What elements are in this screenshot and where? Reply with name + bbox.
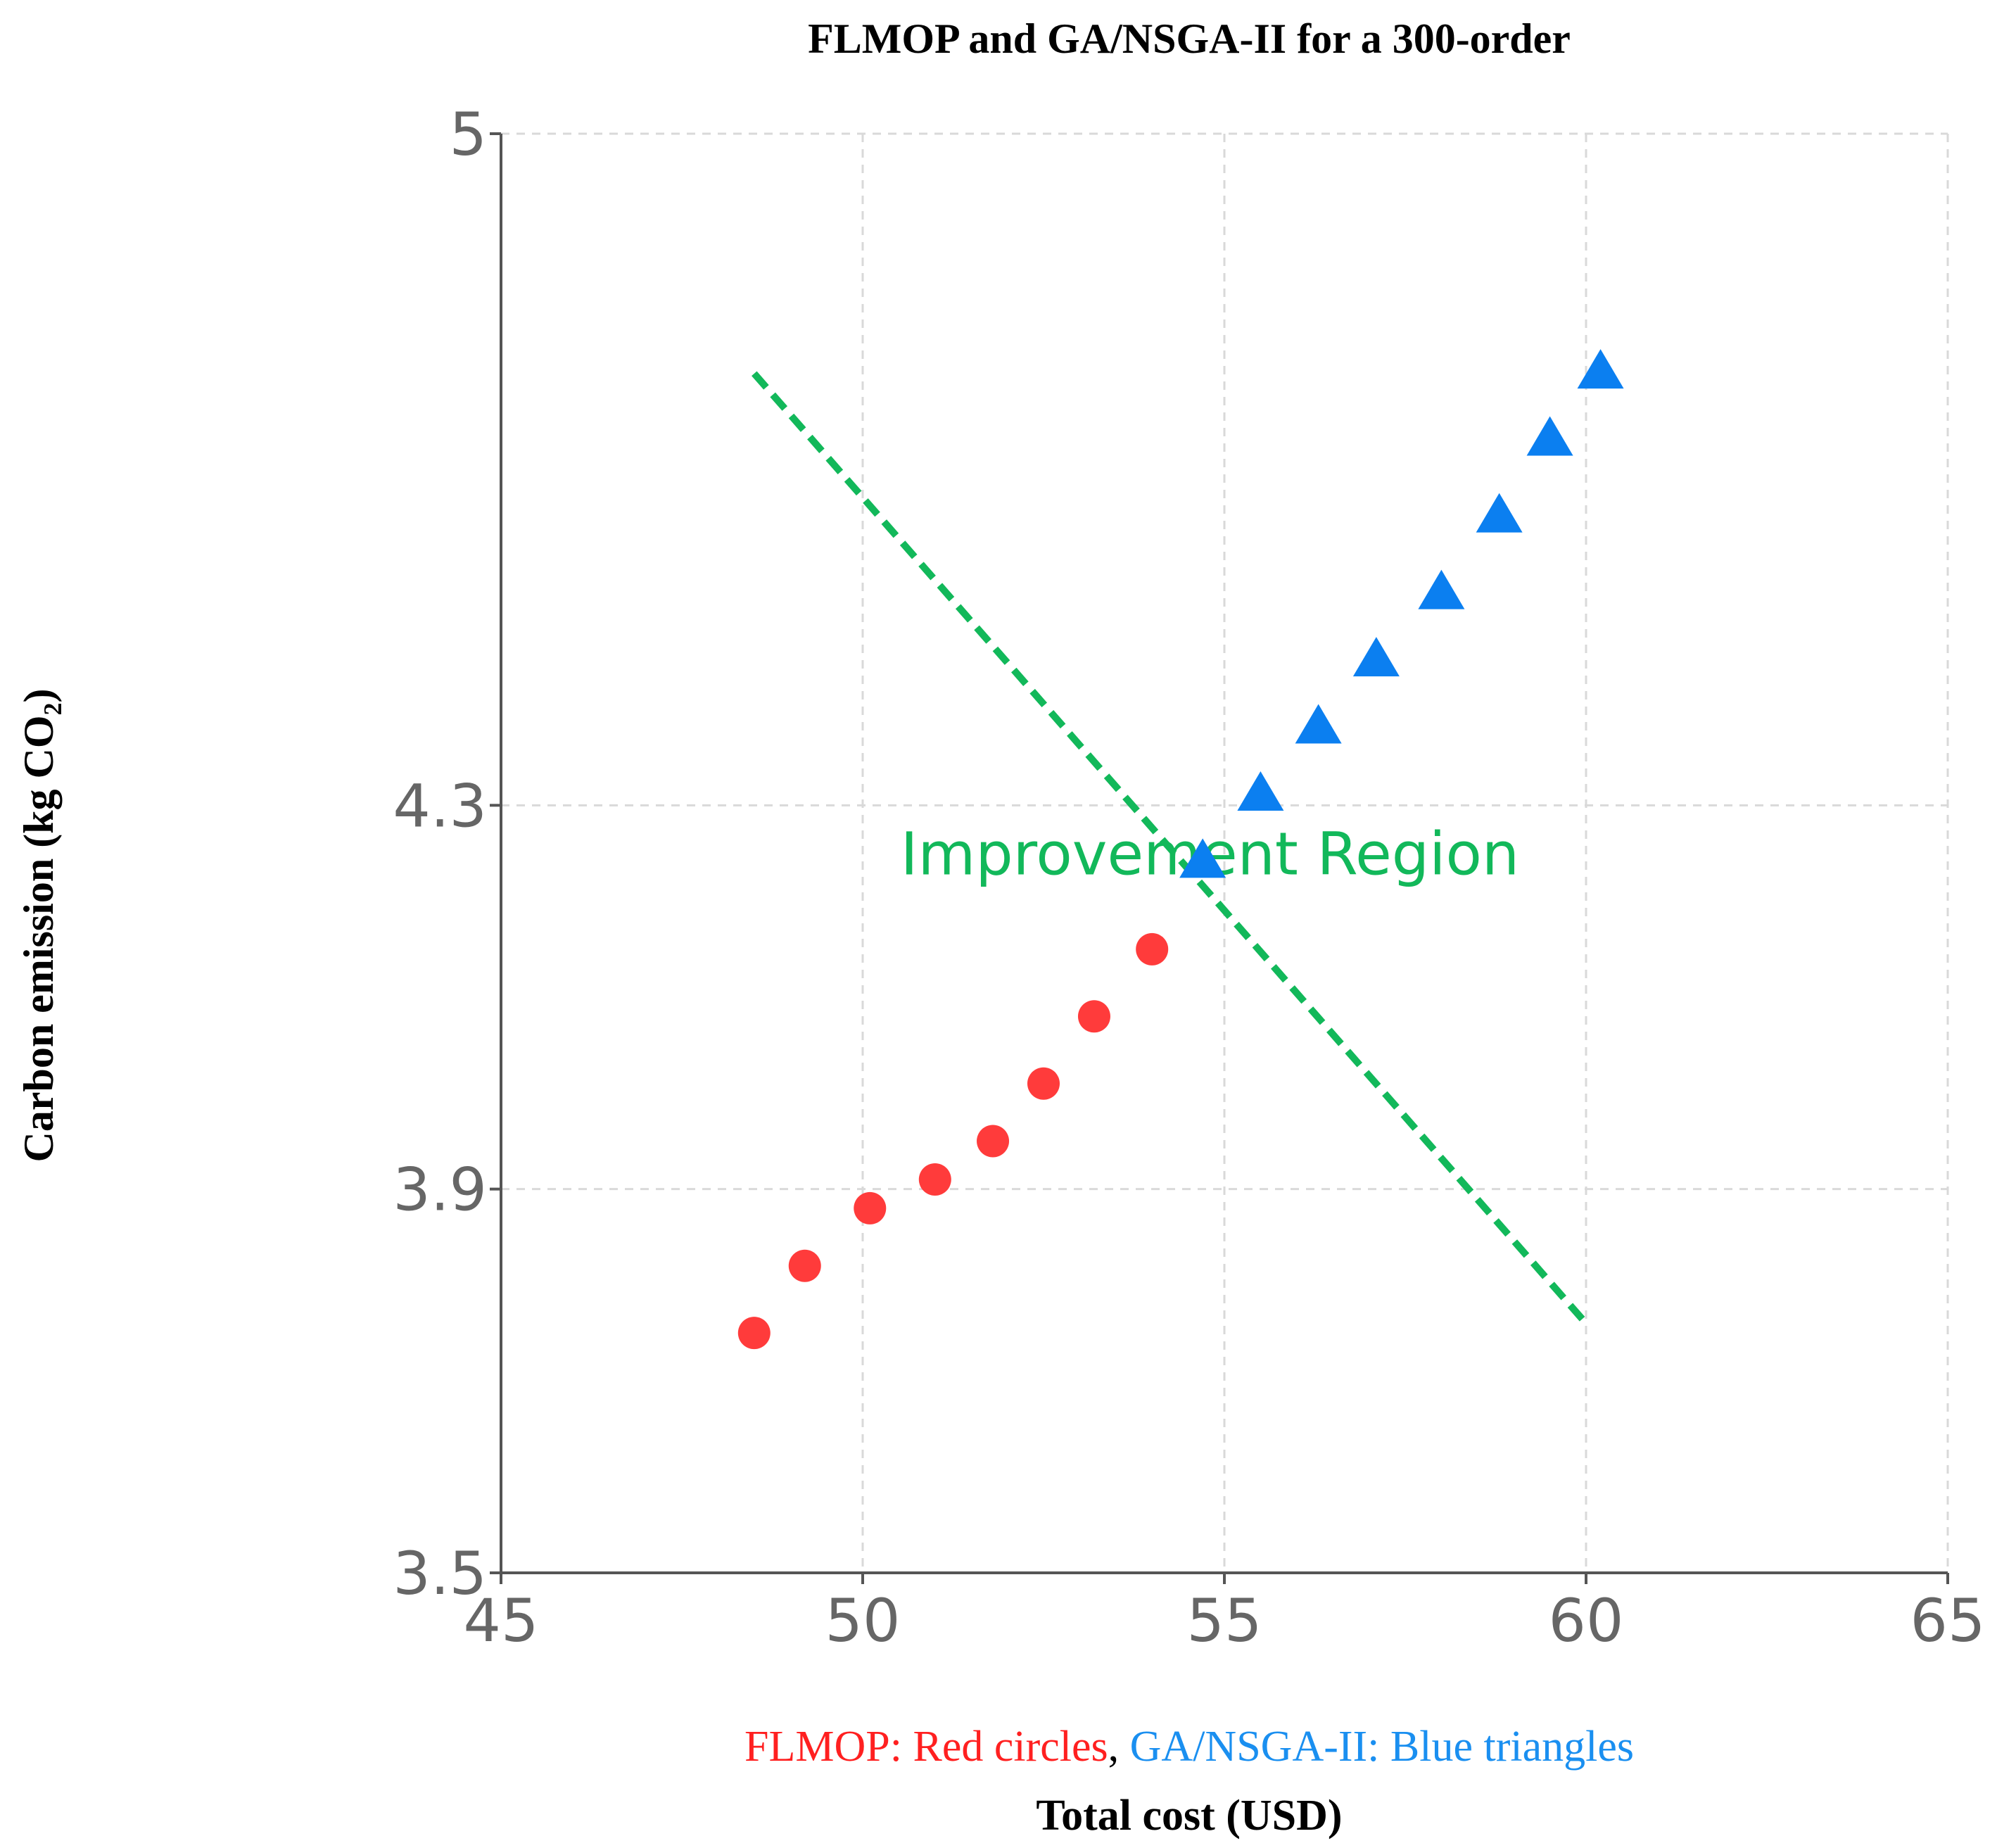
tick-labels: 45 50 55 60 65 3.5 3.9 4.3 5 [393,100,1985,1655]
ga-nsga-point [1237,771,1284,811]
flmop-point [854,1191,887,1224]
series-ga-nsga-ii [1179,349,1624,878]
y-tick-label: 3.5 [393,1539,487,1608]
legend-flmop: FLMOP: Red circles [744,1723,1108,1771]
x-axis-label: Total cost (USD) [1036,1792,1342,1840]
axes [490,132,1949,1584]
ga-nsga-point [1295,704,1342,744]
y-axis-label: Carbon emission (kg CO₂) [15,688,62,1162]
ga-nsga-point [1418,569,1465,609]
x-tick-label: 55 [1187,1586,1262,1655]
ga-nsga-point [1179,838,1226,878]
legend-separator: , [1108,1723,1130,1771]
data-series [737,349,1624,1350]
y-tick-label: 5 [450,100,487,169]
legend-ga-nsga: GA/NSGA-II: Blue triangles [1130,1723,1634,1771]
chart-title: FLMOP and GA/NSGA-II for a 300-order [808,15,1571,62]
flmop-point [1027,1067,1060,1100]
annotations: Improvement Region [752,371,1589,1326]
x-tick-label: 65 [1910,1586,1986,1655]
flmop-point [1136,932,1169,966]
ga-nsga-point [1577,349,1624,389]
flmop-point [1077,1000,1110,1033]
flmop-point [977,1125,1010,1158]
series-flmop [737,932,1169,1350]
grid [501,132,1949,1573]
flmop-point [788,1249,821,1282]
y-tick-label: 3.9 [393,1156,487,1224]
y-tick-label: 4.3 [393,771,487,840]
legend-caption: FLMOP: Red circles, GA/NSGA-II: Blue tri… [744,1723,1634,1771]
ga-nsga-point [1476,493,1523,533]
flmop-point [737,1317,771,1350]
improvement-divider-line [752,371,1589,1326]
x-tick-label: 50 [825,1586,901,1655]
ga-nsga-point [1526,416,1573,456]
x-tick-label: 60 [1549,1586,1624,1655]
x-tick-label: 45 [464,1586,539,1655]
flmop-point [918,1163,951,1196]
ga-nsga-point [1352,637,1400,677]
